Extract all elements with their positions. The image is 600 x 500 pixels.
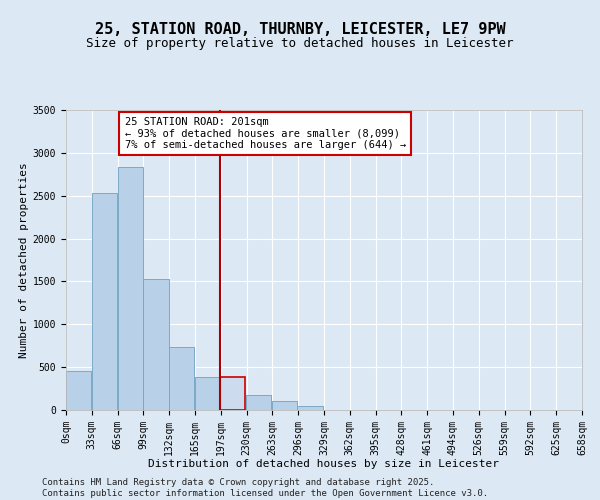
Bar [220,376,245,410]
Bar [298,406,323,410]
Bar [118,168,143,410]
Bar [195,376,220,410]
Bar [246,396,271,410]
Bar [272,402,297,410]
Text: Contains HM Land Registry data © Crown copyright and database right 2025.
Contai: Contains HM Land Registry data © Crown c… [42,478,488,498]
Bar [66,372,91,410]
Text: 25 STATION ROAD: 201sqm
← 93% of detached houses are smaller (8,099)
7% of semi-: 25 STATION ROAD: 201sqm ← 93% of detache… [125,117,406,150]
Bar [92,193,117,410]
Text: 25, STATION ROAD, THURNBY, LEICESTER, LE7 9PW: 25, STATION ROAD, THURNBY, LEICESTER, LE… [95,22,505,38]
Y-axis label: Number of detached properties: Number of detached properties [19,162,29,358]
Bar [143,279,169,410]
Text: Size of property relative to detached houses in Leicester: Size of property relative to detached ho… [86,38,514,51]
Bar [169,348,194,410]
X-axis label: Distribution of detached houses by size in Leicester: Distribution of detached houses by size … [149,459,499,469]
